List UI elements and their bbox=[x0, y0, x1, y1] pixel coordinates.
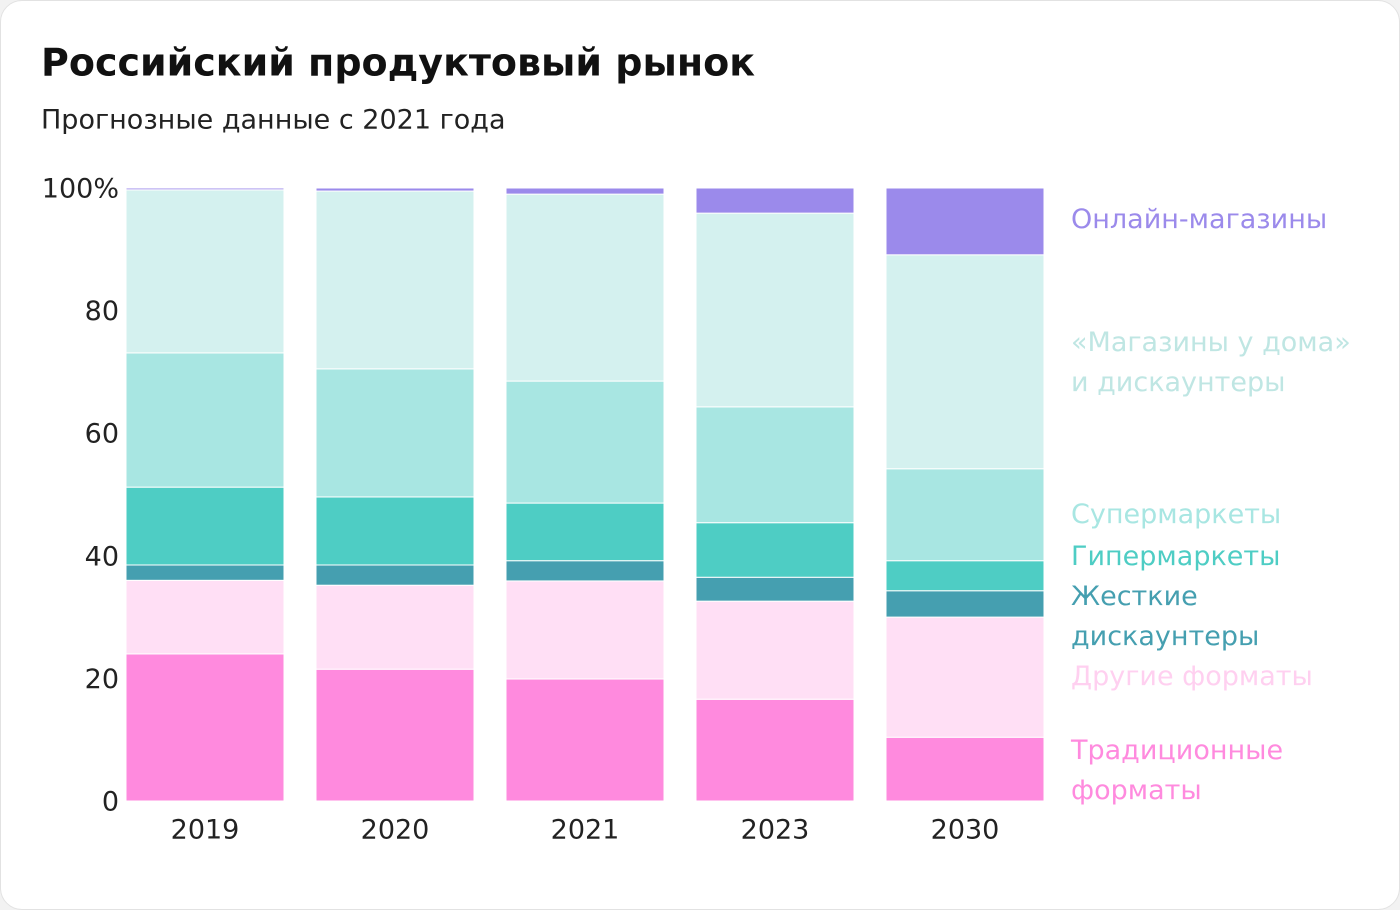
bar-segment bbox=[885, 736, 1045, 802]
chart-title: Российский продуктовый рынок bbox=[41, 41, 755, 85]
bar-segment bbox=[315, 187, 475, 192]
x-tick-label: 2019 bbox=[171, 815, 240, 846]
bar-segment bbox=[125, 187, 285, 191]
bar-segment bbox=[695, 522, 855, 578]
bar-segment bbox=[885, 254, 1045, 470]
bar-segment bbox=[315, 496, 475, 566]
legend-entry: Гипермаркеты bbox=[1071, 541, 1281, 572]
bar-segment bbox=[315, 668, 475, 802]
bar-segment bbox=[125, 189, 285, 354]
y-tick-label: 100% bbox=[42, 174, 119, 205]
bar-segment bbox=[885, 590, 1045, 618]
bar-segment bbox=[505, 187, 665, 195]
legend-entry: Жесткие дискаунтеры bbox=[1071, 581, 1260, 652]
bar-segment bbox=[125, 352, 285, 488]
bar-segment bbox=[695, 187, 855, 214]
x-tick-label: 2023 bbox=[741, 815, 810, 846]
y-tick-label: 60 bbox=[85, 419, 119, 450]
bar-segment bbox=[695, 600, 855, 700]
legend-entry: «Магазины у дома» и дискаунтеры bbox=[1071, 327, 1351, 398]
bar-segment bbox=[315, 564, 475, 586]
y-tick-label: 80 bbox=[85, 296, 119, 327]
bar-segment bbox=[315, 190, 475, 370]
bar-segment bbox=[885, 616, 1045, 738]
bar-segment bbox=[505, 380, 665, 504]
x-tick-label: 2020 bbox=[361, 815, 430, 846]
bar-segment bbox=[125, 486, 285, 566]
bar-segment bbox=[125, 579, 285, 655]
bar-segment bbox=[885, 187, 1045, 256]
bar-segment bbox=[695, 406, 855, 524]
bar-segment bbox=[505, 193, 665, 382]
bar-segment bbox=[505, 560, 665, 582]
bar-segment bbox=[695, 576, 855, 602]
bar-segment bbox=[125, 653, 285, 802]
legend-entry: Онлайн-магазины bbox=[1071, 204, 1328, 235]
y-tick-label: 20 bbox=[85, 664, 119, 695]
legend-entry: Другие форматы bbox=[1071, 661, 1313, 692]
bar-segment bbox=[885, 468, 1045, 562]
bar-segment bbox=[885, 560, 1045, 592]
x-tick-label: 2030 bbox=[931, 815, 1000, 846]
chart-subtitle: Прогнозные данные с 2021 года bbox=[41, 105, 506, 136]
bar-segment bbox=[505, 678, 665, 802]
y-tick-label: 0 bbox=[102, 787, 119, 818]
legend-entry: Традиционные форматы bbox=[1071, 735, 1284, 806]
y-tick-label: 40 bbox=[85, 541, 119, 572]
x-tick-label: 2021 bbox=[551, 815, 620, 846]
legend-entry: Супермаркеты bbox=[1071, 499, 1282, 530]
bar-segment bbox=[695, 212, 855, 408]
bar-segment bbox=[505, 502, 665, 562]
bar-segment bbox=[125, 564, 285, 581]
bar-segment bbox=[505, 580, 665, 680]
bar-segment bbox=[695, 698, 855, 802]
bar-segment bbox=[315, 368, 475, 498]
bar-segment bbox=[315, 584, 475, 670]
